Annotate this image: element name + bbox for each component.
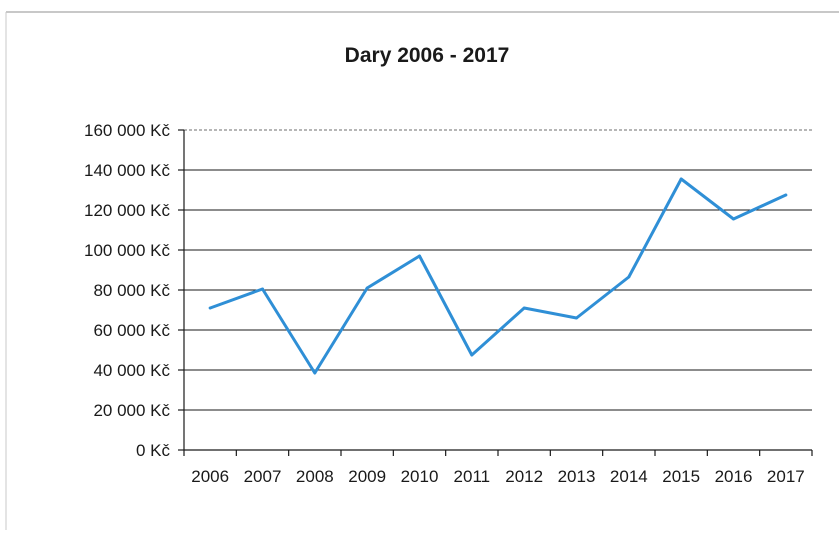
- data-point: [313, 371, 317, 375]
- y-tick-label: 20 000 Kč: [93, 401, 170, 420]
- x-tick-label: 2013: [558, 467, 596, 486]
- data-point: [470, 353, 474, 357]
- x-tick-labels: 2006 2007 2008 2009 2010 2011 2012 2013 2014 2015…: [191, 467, 804, 486]
- y-tick-label: 80 000 Kč: [93, 281, 170, 300]
- x-tick-label: 2011: [454, 467, 491, 486]
- data-point: [522, 306, 526, 310]
- y-tick-label: 160 000 Kč: [84, 121, 171, 140]
- x-tick-label: 2015: [662, 467, 700, 486]
- axes: [178, 129, 813, 456]
- x-tick-label: 2012: [505, 467, 543, 486]
- x-tick-label: 2017: [767, 467, 805, 486]
- x-tick-label: 2014: [610, 467, 648, 486]
- x-tick-label: 2009: [348, 467, 386, 486]
- y-tick-label: 100 000 Kč: [84, 241, 171, 260]
- y-tick-label: 0 Kč: [136, 441, 171, 460]
- y-tick-label: 120 000 Kč: [84, 201, 171, 220]
- y-tick-label: 40 000 Kč: [93, 361, 170, 380]
- data-point: [365, 286, 369, 290]
- data-point: [261, 287, 264, 291]
- x-tick-label: 2016: [715, 467, 753, 486]
- data-point: [575, 316, 578, 320]
- y-tick-label: 140 000 Kč: [84, 161, 171, 180]
- data-point: [208, 306, 212, 310]
- x-tick-label: 2010: [401, 467, 439, 486]
- x-tick-label: 2006: [191, 467, 229, 486]
- data-point: [679, 177, 683, 181]
- series-layer: [208, 177, 788, 375]
- chart-title: Dary 2006 - 2017: [345, 44, 510, 67]
- x-tick-label: 2007: [244, 467, 282, 486]
- data-point: [627, 275, 631, 279]
- series-line: [208, 177, 788, 375]
- y-tick-label: 60 000 Kč: [93, 321, 170, 340]
- data-point: [784, 193, 788, 197]
- data-point: [732, 217, 735, 221]
- data-point: [418, 254, 421, 258]
- x-tick-label: 2008: [296, 467, 334, 486]
- y-tick-labels: 0 Kč 20 000 Kč 40 000 Kč 60 000 Kč 80 000 Kč…: [84, 121, 171, 460]
- gridlines: [184, 129, 812, 411]
